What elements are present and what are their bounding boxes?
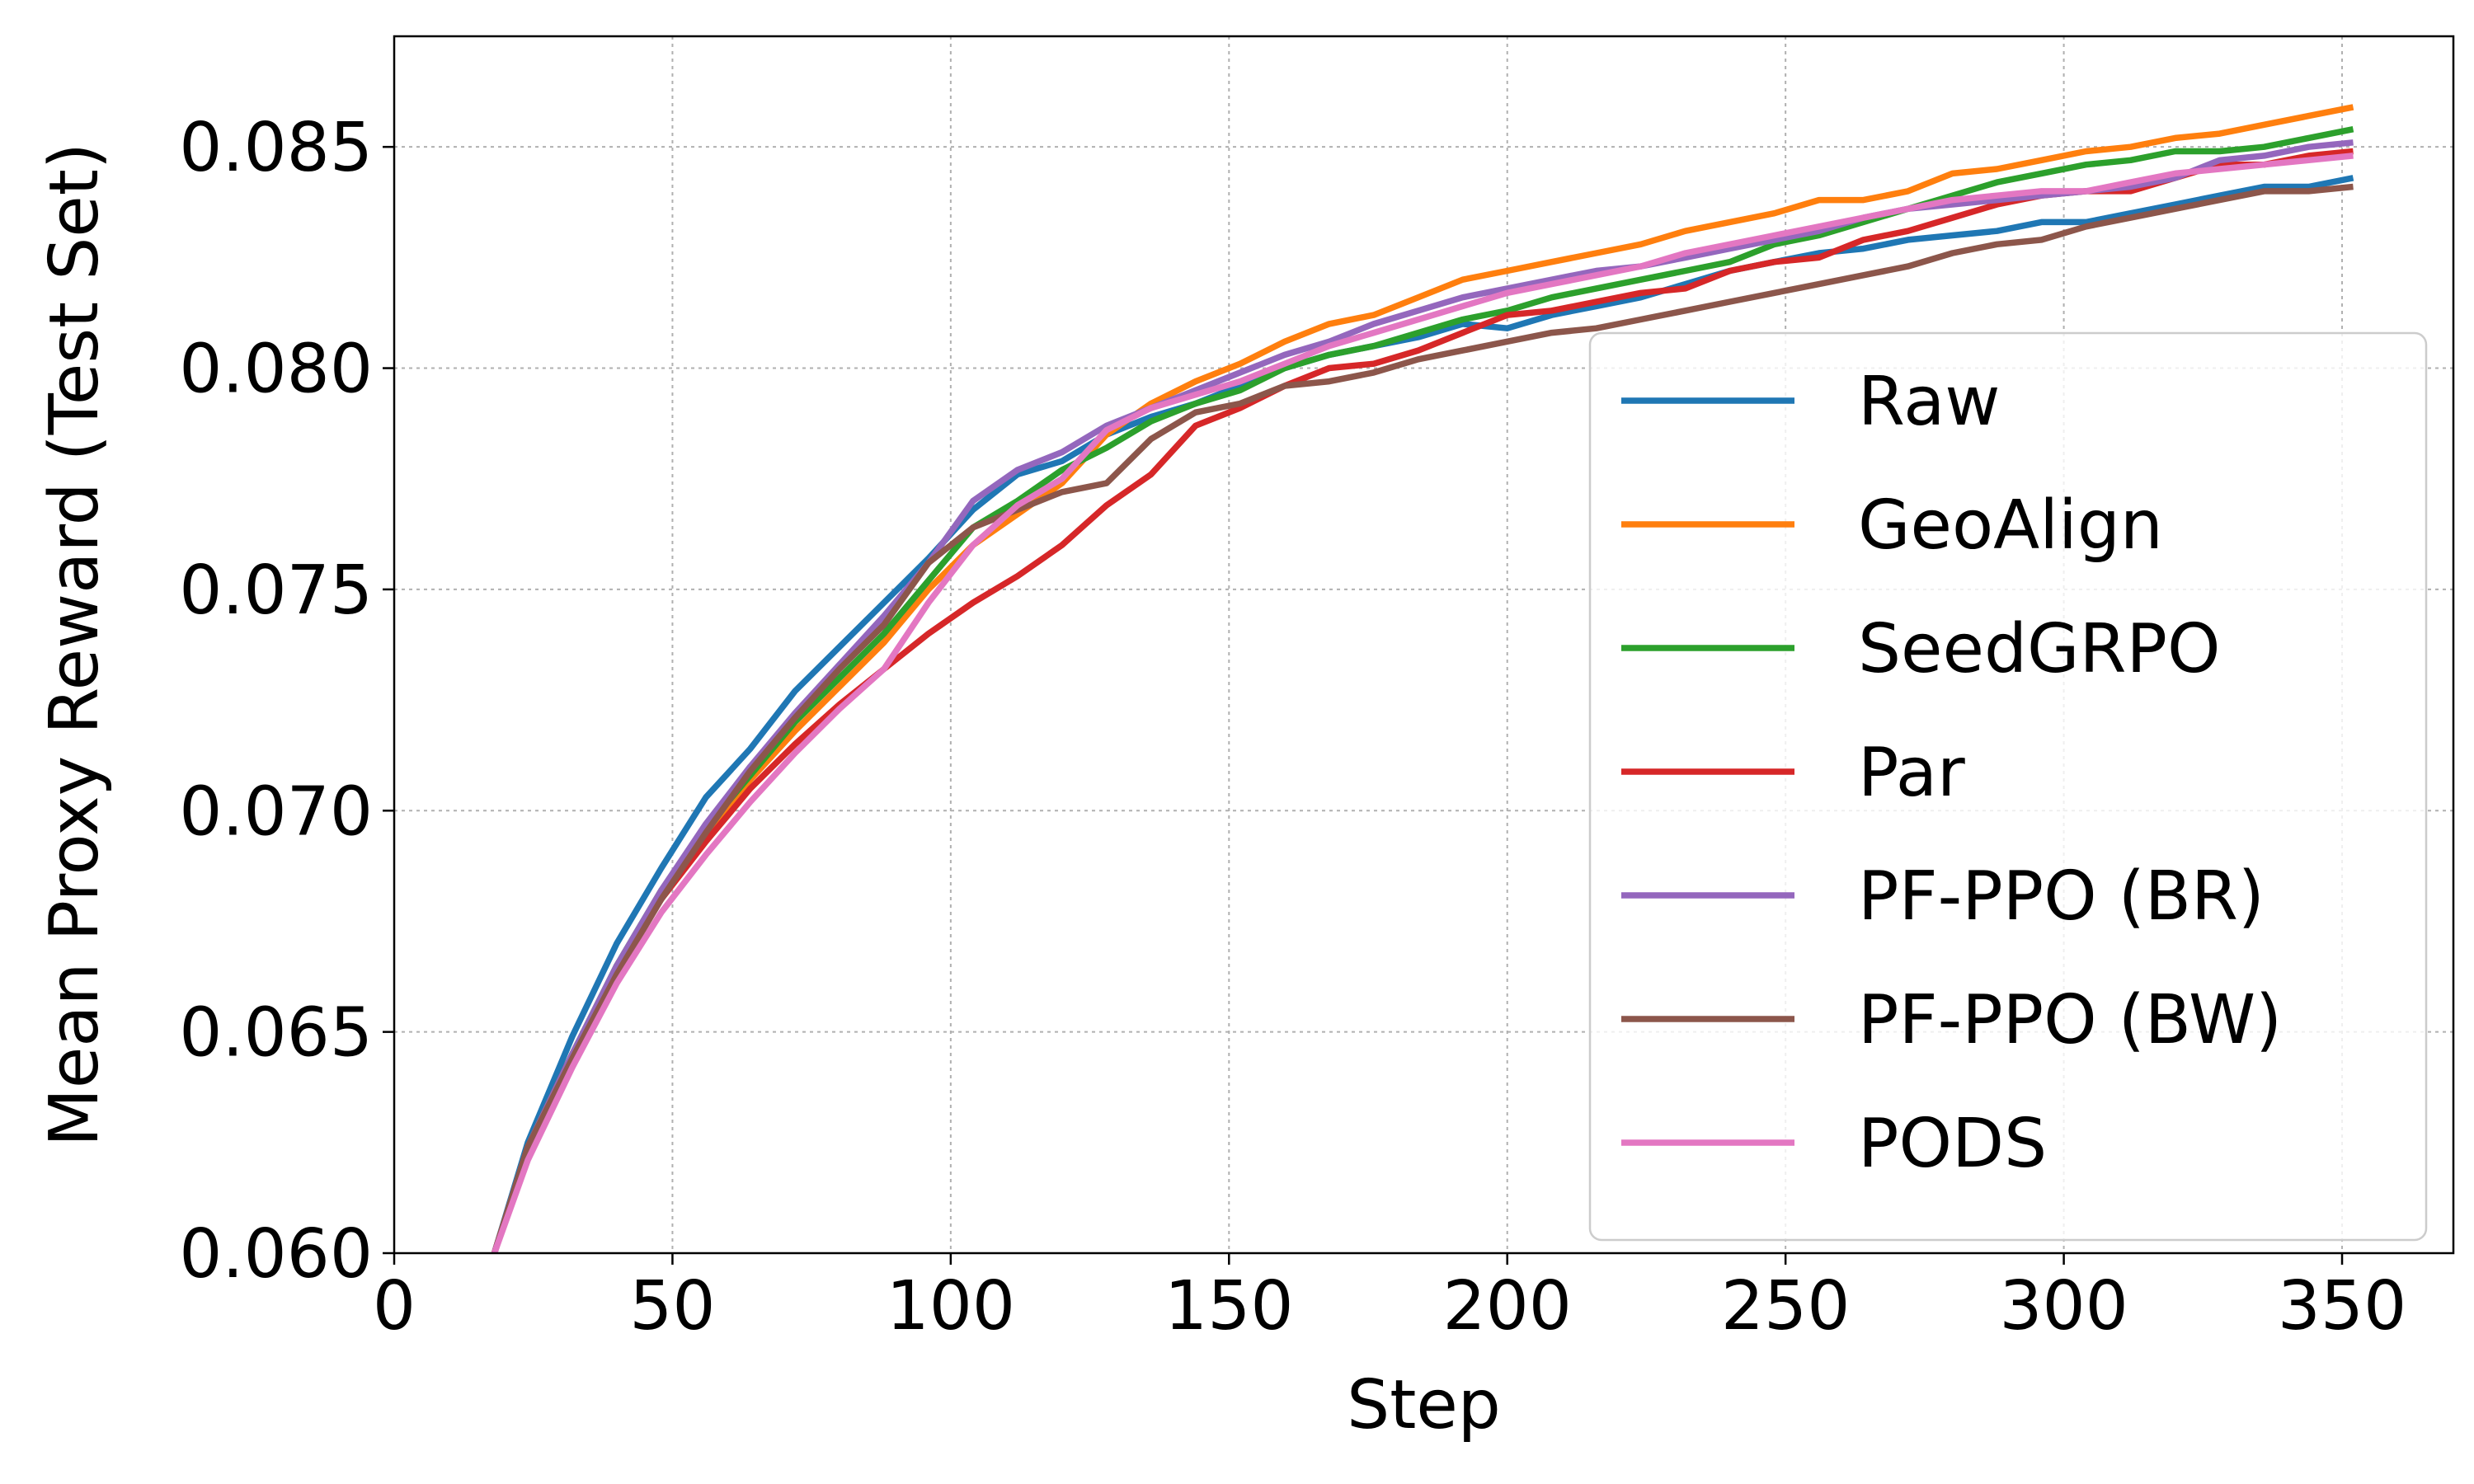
series-line-pf-ppo-bw [491, 183, 2354, 1253]
series-line-raw [491, 175, 2354, 1253]
legend-label: SeedGRPO [1858, 610, 2221, 688]
x-axis-label: Step [1347, 1366, 1501, 1444]
x-tick-label: 100 [887, 1267, 1016, 1345]
x-tick-label: 50 [629, 1267, 715, 1345]
legend-item: PODS [1621, 1105, 2047, 1183]
y-tick-label: 0.060 [179, 1215, 373, 1294]
series-group [491, 104, 2354, 1253]
x-tick-label: 250 [1721, 1267, 1851, 1345]
legend-label: PF-PPO (BR) [1858, 857, 2265, 936]
legend-item: GeoAlign [1621, 486, 2163, 565]
y-tick-label: 0.080 [179, 331, 373, 409]
x-tick-label: 300 [1999, 1267, 2128, 1345]
legend-item: PF-PPO (BR) [1621, 857, 2265, 936]
plot-frame [393, 35, 2455, 1255]
legend-box [1588, 331, 2428, 1242]
legend-item: Par [1621, 734, 1965, 812]
series-line-pods [491, 153, 2354, 1253]
x-tick-label: 200 [1442, 1267, 1572, 1345]
legend: Raw GeoAlign SeedGRPO Par PF-PPO (BR) PF-PPO … [1588, 331, 2428, 1242]
legend-label: PODS [1858, 1105, 2047, 1183]
legend-label: PF-PPO (BW) [1858, 981, 2282, 1059]
legend-item: PF-PPO (BW) [1621, 981, 2282, 1059]
y-tick-label: 0.085 [179, 109, 373, 187]
x-tick-label: 0 [373, 1267, 416, 1345]
legend-item: Raw [1621, 363, 2001, 441]
x-tick-label: 150 [1164, 1267, 1294, 1345]
series-line-geoalign [491, 104, 2354, 1253]
legend-label: Raw [1858, 363, 2001, 441]
y-tick-label: 0.075 [179, 552, 373, 630]
y-tick-label: 0.070 [179, 773, 373, 851]
axis-ticks: 0 50 100 150 200 250 300 350 0.060 0.065 0.070 0.07… [179, 109, 2406, 1345]
y-axis-label: Mean Proxy Reward (Test Set) [35, 143, 114, 1147]
legend-item: SeedGRPO [1621, 610, 2221, 688]
legend-label: Par [1858, 734, 1965, 812]
x-tick-label: 350 [2278, 1267, 2407, 1345]
legend-label: GeoAlign [1858, 486, 2163, 565]
y-tick-label: 0.065 [179, 994, 373, 1073]
